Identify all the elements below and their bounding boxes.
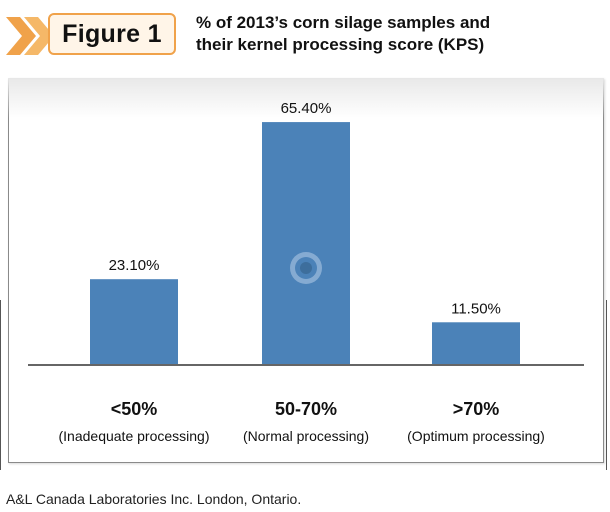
source-note: A&L Canada Laboratories Inc. London, Ont… <box>6 491 302 507</box>
figure-label: Figure 1 <box>62 19 162 48</box>
bar-2 <box>432 322 520 365</box>
bar-value-label-1: 65.40% <box>281 100 332 117</box>
category-sublabel-1: (Normal processing) <box>243 428 369 444</box>
target-marker-dot <box>300 262 312 274</box>
figure-header: Figure 1 % of 2013’s corn silage samples… <box>0 0 610 72</box>
category-label-2: >70% <box>453 399 500 419</box>
figure-title: % of 2013’s corn silage samples and thei… <box>196 13 491 54</box>
left-edge-line <box>0 300 1 470</box>
category-label-1: 50-70% <box>275 399 337 419</box>
bar-1 <box>262 122 350 365</box>
category-sublabel-0: (Inadequate processing) <box>59 428 210 444</box>
bar-value-label-0: 23.10% <box>109 257 160 274</box>
bar-value-label-2: 11.50% <box>451 300 501 317</box>
category-sublabel-2: (Optimum processing) <box>407 428 545 444</box>
figure-badge: Figure 1 <box>48 13 176 55</box>
bar-0 <box>90 279 178 365</box>
category-label-0: <50% <box>111 399 158 419</box>
right-edge-line <box>606 300 607 470</box>
